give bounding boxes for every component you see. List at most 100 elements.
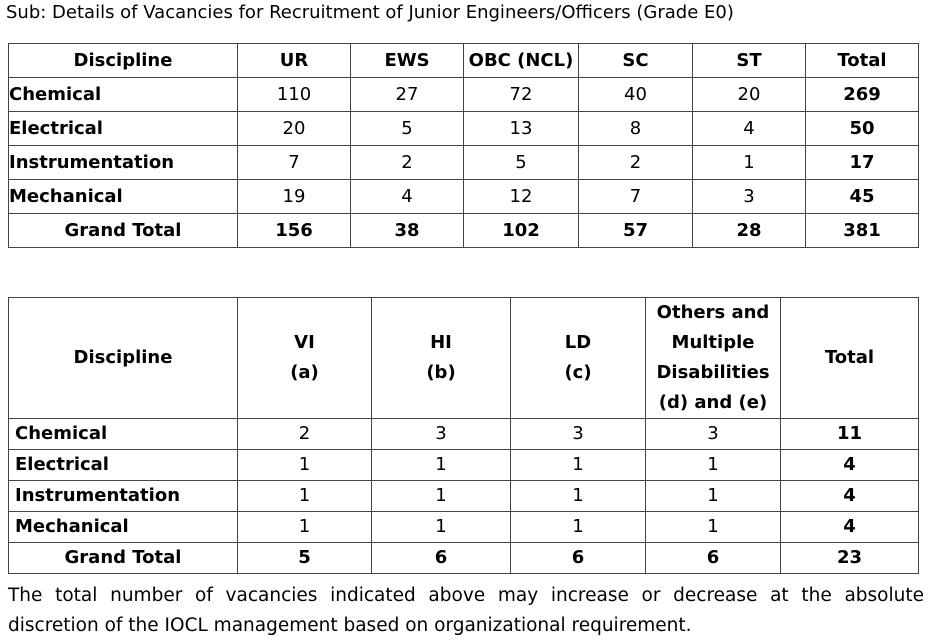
value-cell: 1 <box>692 145 806 180</box>
value-cell: 17 <box>805 145 919 180</box>
header-line: LD <box>564 332 592 353</box>
value-cell: 4 <box>350 179 464 214</box>
value-cell: 19 <box>237 179 351 214</box>
value-cell: 2 <box>350 145 464 180</box>
row: Electrical 20 5 13 8 4 50 <box>8 111 919 146</box>
footer-note: The total number of vacancies indicated … <box>8 585 924 636</box>
row: Instrumentation 1 1 1 1 4 <box>8 480 919 512</box>
header-line: HI <box>430 332 452 353</box>
value-cell: 1 <box>510 511 646 543</box>
row: Grand Total 156 38 102 57 28 381 <box>8 213 919 248</box>
value-cell: 6 <box>371 542 511 574</box>
header-line: Disabilities <box>656 362 770 383</box>
discipline-cell: Instrumentation <box>8 480 238 512</box>
value-cell: 50 <box>805 111 919 146</box>
discipline-cell: Mechanical <box>8 179 238 214</box>
value-cell: 6 <box>645 542 781 574</box>
header-row: Discipline VI (a) HI (b) LD (c) Others and Multi… <box>8 297 919 419</box>
header-cell: VI (a) <box>237 297 372 419</box>
value-cell: 8 <box>578 111 693 146</box>
header-cell: Total <box>805 43 919 78</box>
value-cell: 5 <box>350 111 464 146</box>
header-cell: HI (b) <box>371 297 511 419</box>
header-cell: Others and Multiple Disabilities (d) and (e… <box>645 297 781 419</box>
value-cell: 110 <box>237 77 351 112</box>
vacancy-table: Discipline UR EWS OBC (NCL) SC ST Total Chemica… <box>8 43 919 248</box>
value-cell: 20 <box>692 77 806 112</box>
discipline-cell: Grand Total <box>8 542 238 574</box>
header-line: (d) and (e) <box>658 392 768 413</box>
row: Chemical 2 3 3 3 11 <box>8 418 919 450</box>
value-cell: 1 <box>237 511 372 543</box>
row: Mechanical 1 1 1 1 4 <box>8 511 919 543</box>
value-cell: 12 <box>463 179 579 214</box>
value-cell: 23 <box>780 542 919 574</box>
row: Electrical 1 1 1 1 4 <box>8 449 919 481</box>
value-cell: 7 <box>237 145 351 180</box>
value-cell: 1 <box>371 480 511 512</box>
value-cell: 381 <box>805 213 919 248</box>
value-cell: 1 <box>237 449 372 481</box>
header-line: VI <box>294 332 315 353</box>
value-cell: 1 <box>237 480 372 512</box>
header-cell: ST <box>692 43 806 78</box>
header-cell: EWS <box>350 43 464 78</box>
value-cell: 156 <box>237 213 351 248</box>
title: Sub: Details of Vacancies for Recruitmen… <box>6 2 734 23</box>
header-line: Total <box>824 347 875 368</box>
value-cell: 5 <box>237 542 372 574</box>
value-cell: 3 <box>510 418 646 450</box>
value-cell: 1 <box>645 449 781 481</box>
value-cell: 6 <box>510 542 646 574</box>
value-cell: 4 <box>692 111 806 146</box>
header-row: Discipline UR EWS OBC (NCL) SC ST Total <box>8 43 919 78</box>
header-line: Others and <box>656 302 770 323</box>
value-cell: 57 <box>578 213 693 248</box>
discipline-cell: Chemical <box>8 77 238 112</box>
value-cell: 13 <box>463 111 579 146</box>
value-cell: 3 <box>371 418 511 450</box>
discipline-cell: Instrumentation <box>8 145 238 180</box>
value-cell: 269 <box>805 77 919 112</box>
value-cell: 28 <box>692 213 806 248</box>
header-cell: OBC (NCL) <box>463 43 579 78</box>
value-cell: 102 <box>463 213 579 248</box>
value-cell: 20 <box>237 111 351 146</box>
row: Instrumentation 7 2 5 2 1 17 <box>8 145 919 180</box>
discipline-cell: Mechanical <box>8 511 238 543</box>
value-cell: 3 <box>692 179 806 214</box>
value-cell: 1 <box>510 449 646 481</box>
header-cell: Total <box>780 297 919 419</box>
value-cell: 40 <box>578 77 693 112</box>
discipline-cell: Chemical <box>8 418 238 450</box>
value-cell: 1 <box>645 511 781 543</box>
row: Grand Total 5 6 6 6 23 <box>8 542 919 574</box>
value-cell: 1 <box>371 511 511 543</box>
value-cell: 4 <box>780 449 919 481</box>
value-cell: 3 <box>645 418 781 450</box>
value-cell: 4 <box>780 480 919 512</box>
header-line: (c) <box>564 362 592 383</box>
pwbd-table: Discipline VI (a) HI (b) LD (c) Others and Multi… <box>8 297 919 574</box>
value-cell: 1 <box>510 480 646 512</box>
header-cell: Discipline <box>8 43 238 78</box>
discipline-cell: Electrical <box>8 449 238 481</box>
value-cell: 72 <box>463 77 579 112</box>
discipline-cell: Electrical <box>8 111 238 146</box>
header-line: (a) <box>290 362 319 383</box>
row: Chemical 110 27 72 40 20 269 <box>8 77 919 112</box>
header-line: Multiple <box>671 332 755 353</box>
value-cell: 4 <box>780 511 919 543</box>
value-cell: 1 <box>371 449 511 481</box>
value-cell: 5 <box>463 145 579 180</box>
header-cell: UR <box>237 43 351 78</box>
value-cell: 2 <box>237 418 372 450</box>
value-cell: 45 <box>805 179 919 214</box>
header-line: Discipline <box>73 347 173 368</box>
value-cell: 1 <box>645 480 781 512</box>
value-cell: 11 <box>780 418 919 450</box>
discipline-cell: Grand Total <box>8 213 238 248</box>
header-cell: LD (c) <box>510 297 646 419</box>
header-cell: SC <box>578 43 693 78</box>
